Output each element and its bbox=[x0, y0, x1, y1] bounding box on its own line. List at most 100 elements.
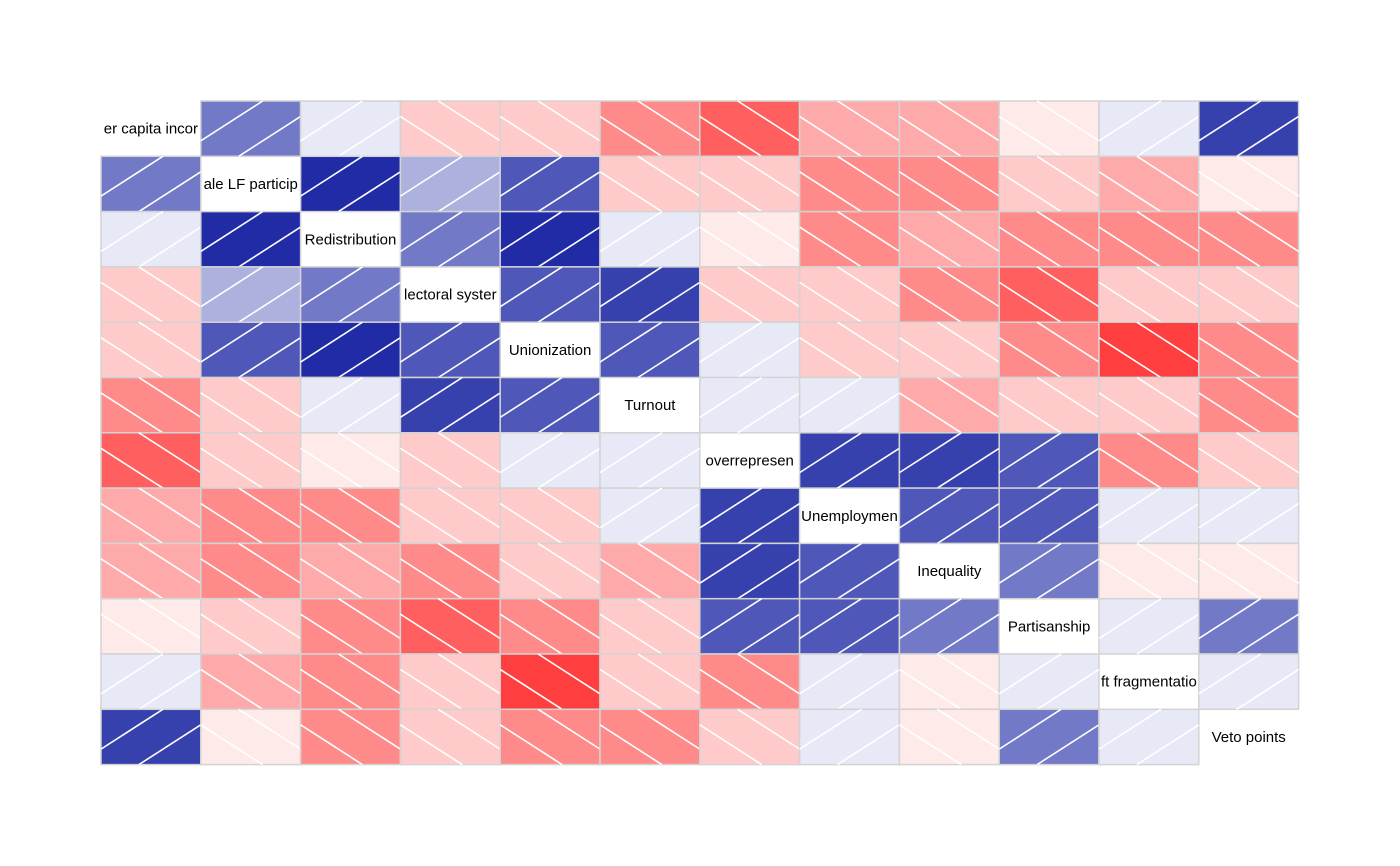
heatmap-cell bbox=[499, 708, 601, 766]
heatmap-cell bbox=[100, 542, 202, 600]
heatmap-cell bbox=[100, 487, 202, 545]
heatmap-cell bbox=[499, 100, 601, 158]
heatmap-cell bbox=[998, 321, 1100, 379]
heatmap-cell bbox=[998, 653, 1100, 711]
heatmap-cell bbox=[100, 432, 202, 489]
heatmap-cell bbox=[499, 376, 601, 434]
heatmap-cell bbox=[998, 376, 1100, 434]
heatmap-cells bbox=[100, 100, 1300, 766]
heatmap-cell bbox=[200, 487, 302, 545]
diagonal-label: overrepresen bbox=[706, 452, 794, 469]
heatmap-cell bbox=[699, 708, 801, 766]
heatmap-cell bbox=[499, 597, 601, 655]
heatmap-cell bbox=[399, 376, 501, 434]
heatmap-cell bbox=[299, 321, 402, 379]
heatmap-cell bbox=[599, 155, 701, 213]
heatmap-cell bbox=[100, 266, 202, 323]
heatmap-cell bbox=[798, 597, 901, 655]
heatmap-cell bbox=[1098, 432, 1200, 489]
heatmap-cell bbox=[1198, 432, 1300, 489]
heatmap-cell bbox=[299, 266, 402, 323]
heatmap-cell bbox=[1098, 155, 1200, 213]
heatmap-cell bbox=[299, 376, 402, 434]
heatmap-cell bbox=[798, 155, 901, 213]
heatmap-cell bbox=[898, 432, 1000, 489]
heatmap-cell bbox=[399, 487, 501, 545]
heatmap-cell bbox=[699, 653, 801, 711]
heatmap-cell bbox=[200, 542, 302, 600]
heatmap-cell bbox=[1098, 708, 1200, 766]
heatmap-cell bbox=[1098, 321, 1200, 379]
heatmap-cell bbox=[599, 266, 701, 323]
heatmap-cell bbox=[200, 597, 302, 655]
heatmap-cell bbox=[200, 210, 302, 268]
heatmap-cell bbox=[798, 100, 901, 158]
heatmap-cell bbox=[599, 100, 701, 158]
diagonal-label: Partisanship bbox=[1008, 618, 1091, 635]
diagonal-label: er capita incor bbox=[104, 121, 198, 138]
heatmap-cell bbox=[1198, 597, 1300, 655]
heatmap-cell bbox=[1198, 376, 1300, 434]
heatmap-cell bbox=[299, 708, 402, 766]
diagonal-label: Unemploymen bbox=[801, 508, 898, 525]
heatmap-cell bbox=[898, 100, 1000, 158]
heatmap-cell bbox=[1198, 321, 1300, 379]
heatmap-cell bbox=[798, 376, 901, 434]
heatmap-cell bbox=[898, 321, 1000, 379]
heatmap-cell bbox=[699, 210, 801, 268]
heatmap-cell bbox=[1198, 155, 1300, 213]
diagonal-label: Unionization bbox=[509, 342, 592, 359]
heatmap-cell bbox=[898, 266, 1000, 323]
heatmap-cell bbox=[299, 542, 402, 600]
heatmap-cell bbox=[299, 155, 402, 213]
heatmap-cell bbox=[599, 708, 701, 766]
heatmap-cell bbox=[499, 155, 601, 213]
heatmap-cell bbox=[1098, 487, 1200, 545]
heatmap-cell bbox=[998, 155, 1100, 213]
heatmap-cell bbox=[499, 432, 601, 489]
heatmap-cell bbox=[1098, 100, 1200, 158]
heatmap-cell bbox=[399, 432, 501, 489]
heatmap-cell bbox=[699, 597, 801, 655]
heatmap-cell bbox=[200, 100, 302, 158]
heatmap-cell bbox=[699, 266, 801, 323]
heatmap-cell bbox=[100, 321, 202, 379]
diagonal-label: Turnout bbox=[624, 397, 676, 414]
heatmap-cell bbox=[998, 210, 1100, 268]
diagonal-label: ale LF particip bbox=[204, 176, 298, 193]
heatmap-cell bbox=[399, 597, 501, 655]
heatmap-cell bbox=[898, 376, 1000, 434]
heatmap-cell bbox=[200, 432, 302, 489]
diagonal-labels: er capita incor ale LF particip Redistribu… bbox=[104, 121, 1286, 746]
heatmap-cell bbox=[798, 708, 901, 766]
heatmap-cell bbox=[100, 210, 202, 268]
heatmap-cell bbox=[699, 321, 801, 379]
heatmap-cell bbox=[499, 542, 601, 600]
heatmap-cell bbox=[1098, 210, 1200, 268]
heatmap-cell bbox=[1098, 597, 1200, 655]
heatmap-cell bbox=[599, 542, 701, 600]
diagonal-label: Veto points bbox=[1212, 729, 1286, 746]
heatmap-cell bbox=[499, 487, 601, 545]
heatmap-cell bbox=[499, 653, 601, 711]
heatmap-cell bbox=[699, 542, 801, 600]
heatmap-cell bbox=[599, 597, 701, 655]
heatmap-cell bbox=[100, 653, 202, 711]
heatmap-cell bbox=[699, 100, 801, 158]
heatmap-cell bbox=[299, 487, 402, 545]
heatmap-cell bbox=[1198, 100, 1300, 158]
heatmap-cell bbox=[898, 597, 1000, 655]
heatmap-cell bbox=[299, 653, 402, 711]
heatmap-cell bbox=[898, 155, 1000, 213]
heatmap-cell bbox=[998, 708, 1100, 766]
heatmap-cell bbox=[798, 653, 901, 711]
heatmap-cell bbox=[200, 266, 302, 323]
heatmap-cell bbox=[1198, 210, 1300, 268]
diagonal-label: Inequality bbox=[917, 563, 982, 580]
heatmap-cell bbox=[100, 376, 202, 434]
heatmap-cell bbox=[998, 432, 1100, 489]
heatmap-cell bbox=[200, 376, 302, 434]
heatmap-cell bbox=[998, 266, 1100, 323]
heatmap-cell bbox=[599, 432, 701, 489]
